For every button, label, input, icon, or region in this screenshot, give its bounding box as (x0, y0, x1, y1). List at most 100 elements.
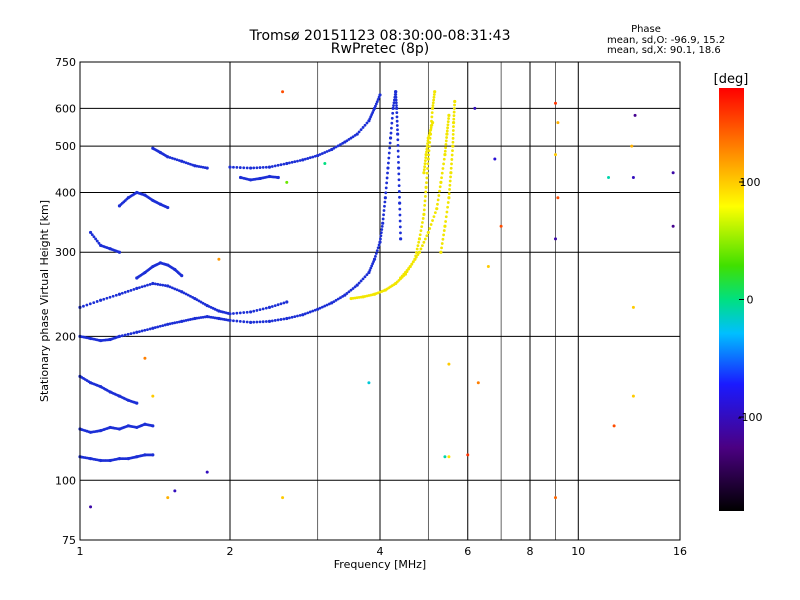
data-point (450, 158, 454, 161)
data-point (177, 289, 181, 293)
data-point (384, 186, 388, 190)
phase-mean-x: mean, sd,X: 90.1, 18.6 (607, 45, 721, 56)
data-point (242, 166, 246, 170)
data-point (249, 320, 253, 324)
data-point (228, 318, 232, 323)
data-point (153, 326, 157, 329)
data-point (97, 241, 101, 245)
data-point (323, 161, 327, 165)
data-point (168, 156, 172, 159)
data-point (449, 171, 453, 175)
data-point (235, 166, 239, 169)
data-point (428, 227, 432, 230)
data-point (129, 332, 133, 336)
data-point (325, 150, 329, 153)
data-point (351, 135, 355, 139)
data-point (399, 231, 402, 235)
data-point (389, 131, 393, 135)
data-point (397, 160, 400, 164)
data-point (379, 231, 383, 235)
data-point (166, 284, 170, 288)
data-point (415, 247, 419, 251)
sparse-points (89, 90, 675, 509)
data-point (184, 319, 188, 322)
data-point (279, 163, 283, 167)
data-point (442, 229, 446, 232)
data-point (372, 106, 377, 110)
data-point (146, 283, 149, 287)
data-point (449, 175, 452, 179)
data-point (370, 264, 374, 268)
data-point (258, 308, 262, 312)
data-point (264, 320, 268, 323)
data-point (261, 320, 265, 324)
data-point (391, 106, 395, 110)
data-point (422, 168, 426, 172)
data-point (238, 319, 242, 323)
data-point (288, 161, 291, 165)
data-point (381, 217, 385, 221)
data-point (427, 134, 431, 137)
data-point (117, 334, 122, 338)
data-point (385, 176, 389, 180)
data-point (420, 225, 424, 228)
data-point (385, 181, 389, 185)
data-point (143, 356, 147, 360)
data-point (437, 194, 441, 197)
data-point (423, 165, 427, 169)
y-tick-label: 200 (55, 330, 76, 343)
data-point (396, 149, 400, 153)
data-point (166, 496, 170, 500)
data-point (105, 296, 109, 300)
data-point (426, 142, 429, 145)
data-point (359, 128, 363, 132)
data-point (398, 207, 402, 211)
data-point (438, 189, 441, 193)
data-point (293, 315, 297, 319)
data-point (276, 318, 280, 322)
data-point (120, 334, 124, 338)
data-point (443, 224, 447, 228)
data-point (430, 106, 435, 110)
data-point (108, 295, 112, 299)
data-point (235, 311, 239, 315)
data-point (395, 111, 399, 115)
data-point (447, 196, 451, 200)
data-point (452, 125, 455, 128)
data-point (427, 153, 431, 157)
data-point (249, 310, 253, 314)
data-point (499, 224, 503, 228)
x-tick-label: 10 (571, 545, 585, 558)
data-point (343, 293, 347, 297)
data-point (353, 285, 357, 289)
data-point (180, 319, 184, 323)
data-point (368, 268, 372, 272)
data-point (440, 242, 444, 245)
data-point (151, 424, 155, 428)
data-point (123, 290, 127, 294)
data-point (199, 300, 203, 304)
data-point (99, 298, 103, 302)
data-point (383, 196, 387, 200)
data-point (419, 229, 423, 233)
data-point (451, 149, 454, 152)
data-point (264, 306, 268, 310)
data-point (339, 296, 342, 300)
data-point (430, 121, 435, 125)
data-point (290, 315, 294, 319)
data-point (396, 143, 400, 147)
data-point (444, 146, 448, 150)
data-point (281, 496, 285, 500)
data-point (452, 114, 456, 118)
data-point (349, 288, 353, 292)
colorbar-label: [deg] (714, 72, 749, 87)
data-point (195, 316, 199, 320)
data-point (361, 277, 365, 281)
data-point (400, 274, 404, 278)
data-point (177, 320, 181, 324)
data-point (402, 272, 406, 276)
data-point (426, 167, 429, 170)
data-point (394, 101, 398, 105)
data-point (425, 150, 428, 154)
data-point (446, 201, 450, 204)
